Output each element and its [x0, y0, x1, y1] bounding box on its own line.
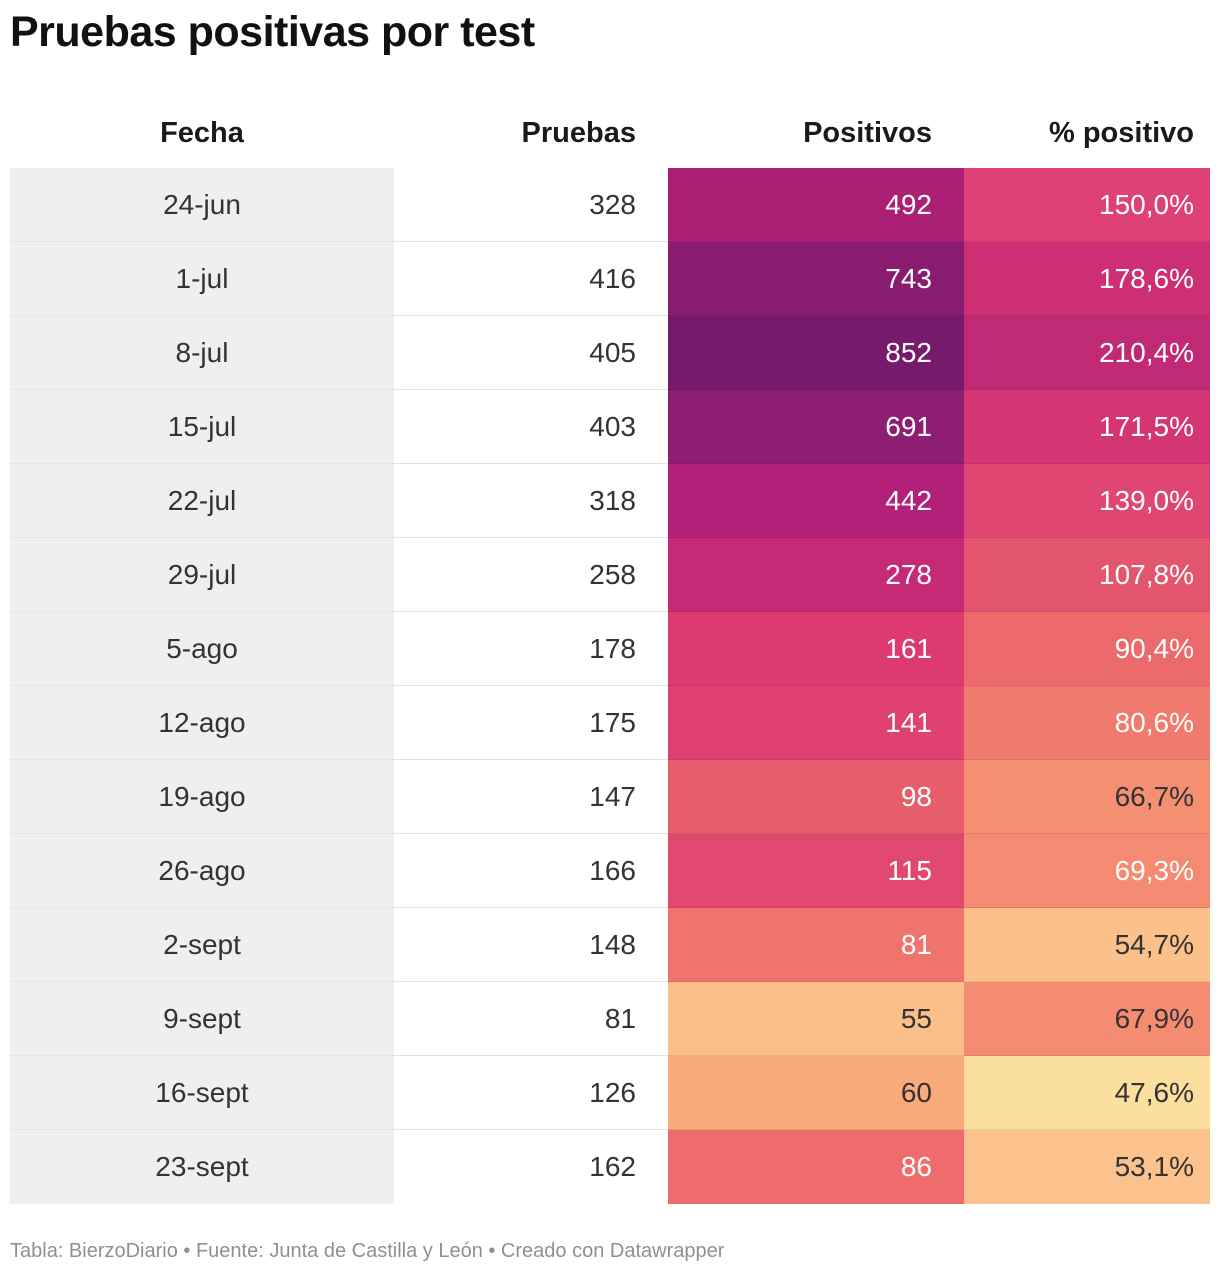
cell-pct-positivo: 178,6% [964, 242, 1210, 316]
cell-pct-positivo: 90,4% [964, 612, 1210, 686]
cell-positivos: 115 [668, 834, 964, 908]
cell-pct-positivo: 67,9% [964, 982, 1210, 1056]
cell-pct-positivo: 54,7% [964, 908, 1210, 982]
cell-pct-positivo: 139,0% [964, 464, 1210, 538]
table-header: Fecha Pruebas Positivos % positivo [10, 98, 1210, 168]
cell-pruebas: 166 [394, 834, 668, 908]
cell-pct-positivo: 69,3% [964, 834, 1210, 908]
table-row: 5-ago 178 161 90,4% [10, 612, 1210, 686]
table-row: 26-ago 166 115 69,3% [10, 834, 1210, 908]
chart-title: Pruebas positivas por test [10, 8, 535, 56]
cell-positivos: 161 [668, 612, 964, 686]
cell-pruebas: 162 [394, 1130, 668, 1204]
cell-pruebas: 126 [394, 1056, 668, 1130]
table-row: 22-jul 318 442 139,0% [10, 464, 1210, 538]
table-row: 2-sept 148 81 54,7% [10, 908, 1210, 982]
table-body: 24-jun 328 492 150,0% 1-jul 416 743 178,6% 8-jul… [10, 168, 1210, 1204]
cell-pruebas: 81 [394, 982, 668, 1056]
table-row: 16-sept 126 60 47,6% [10, 1056, 1210, 1130]
cell-fecha: 22-jul [10, 464, 394, 538]
cell-pct-positivo: 150,0% [964, 168, 1210, 242]
cell-fecha: 15-jul [10, 390, 394, 464]
cell-fecha: 5-ago [10, 612, 394, 686]
column-header-pruebas[interactable]: Pruebas [521, 116, 636, 149]
cell-pruebas: 147 [394, 760, 668, 834]
table-row: 23-sept 162 86 53,1% [10, 1130, 1210, 1204]
column-header-fecha[interactable]: Fecha [160, 116, 244, 149]
table-row: 19-ago 147 98 66,7% [10, 760, 1210, 834]
footer-credits: Tabla: BierzoDiario • Fuente: Junta de C… [10, 1240, 725, 1262]
cell-pruebas: 175 [394, 686, 668, 760]
cell-pct-positivo: 107,8% [964, 538, 1210, 612]
cell-pruebas: 258 [394, 538, 668, 612]
cell-fecha: 1-jul [10, 242, 394, 316]
cell-fecha: 24-jun [10, 168, 394, 242]
table-row: 15-jul 403 691 171,5% [10, 390, 1210, 464]
cell-fecha: 2-sept [10, 908, 394, 982]
cell-fecha: 29-jul [10, 538, 394, 612]
cell-positivos: 442 [668, 464, 964, 538]
table-row: 9-sept 81 55 67,9% [10, 982, 1210, 1056]
cell-positivos: 691 [668, 390, 964, 464]
cell-fecha: 9-sept [10, 982, 394, 1056]
cell-pct-positivo: 53,1% [964, 1130, 1210, 1204]
cell-positivos: 492 [668, 168, 964, 242]
cell-positivos: 81 [668, 908, 964, 982]
cell-positivos: 141 [668, 686, 964, 760]
cell-pct-positivo: 80,6% [964, 686, 1210, 760]
column-header-pct-positivo[interactable]: % positivo [1048, 116, 1194, 149]
table-row: 1-jul 416 743 178,6% [10, 242, 1210, 316]
cell-positivos: 852 [668, 316, 964, 390]
cell-pct-positivo: 66,7% [964, 760, 1210, 834]
table-row: 12-ago 175 141 80,6% [10, 686, 1210, 760]
cell-pruebas: 148 [394, 908, 668, 982]
cell-positivos: 278 [668, 538, 964, 612]
cell-pruebas: 318 [394, 464, 668, 538]
cell-fecha: 26-ago [10, 834, 394, 908]
cell-pct-positivo: 47,6% [964, 1056, 1210, 1130]
table-row: 29-jul 258 278 107,8% [10, 538, 1210, 612]
cell-positivos: 86 [668, 1130, 964, 1204]
table-row: 24-jun 328 492 150,0% [10, 168, 1210, 242]
cell-positivos: 98 [668, 760, 964, 834]
cell-pct-positivo: 210,4% [964, 316, 1210, 390]
cell-fecha: 19-ago [10, 760, 394, 834]
cell-pruebas: 416 [394, 242, 668, 316]
cell-fecha: 8-jul [10, 316, 394, 390]
data-table: Fecha Pruebas Positivos % positivo 24-ju… [10, 98, 1210, 1204]
cell-fecha: 23-sept [10, 1130, 394, 1204]
cell-positivos: 55 [668, 982, 964, 1056]
cell-pruebas: 328 [394, 168, 668, 242]
cell-pruebas: 405 [394, 316, 668, 390]
cell-pct-positivo: 171,5% [964, 390, 1210, 464]
cell-pruebas: 403 [394, 390, 668, 464]
cell-pruebas: 178 [394, 612, 668, 686]
cell-fecha: 16-sept [10, 1056, 394, 1130]
cell-fecha: 12-ago [10, 686, 394, 760]
cell-positivos: 743 [668, 242, 964, 316]
table-row: 8-jul 405 852 210,4% [10, 316, 1210, 390]
cell-positivos: 60 [668, 1056, 964, 1130]
column-header-positivos[interactable]: Positivos [803, 116, 932, 149]
